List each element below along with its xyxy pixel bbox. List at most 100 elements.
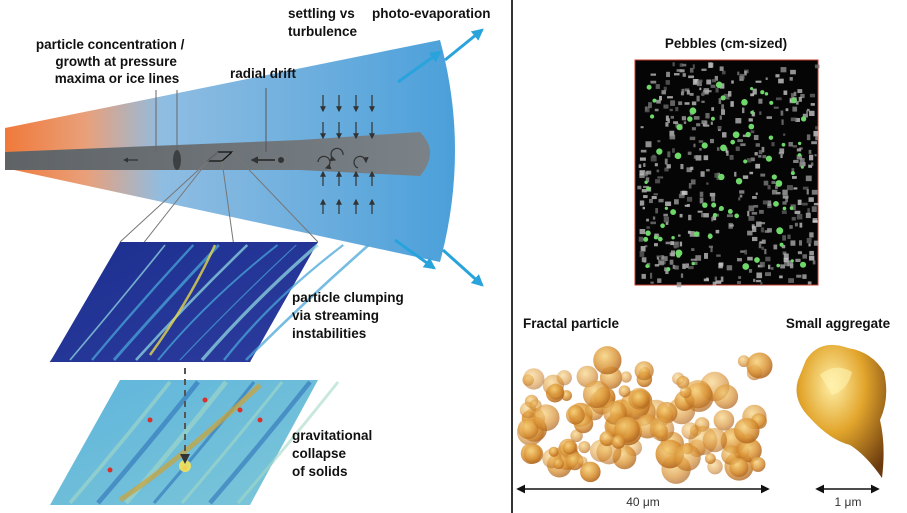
texture-grain bbox=[670, 241, 675, 246]
texture-grain bbox=[711, 79, 717, 83]
texture-grain bbox=[782, 189, 788, 196]
texture-grain bbox=[645, 177, 650, 183]
texture-grain bbox=[678, 234, 681, 237]
texture-grain bbox=[644, 245, 648, 248]
texture-grain bbox=[654, 243, 658, 247]
texture-grain bbox=[714, 173, 719, 178]
pebble bbox=[750, 110, 754, 115]
texture-grain bbox=[679, 213, 683, 218]
texture-grain bbox=[781, 119, 784, 125]
texture-grain bbox=[642, 206, 645, 210]
label-line: settling vs bbox=[288, 6, 355, 21]
collapse-filaments bbox=[68, 380, 340, 505]
texture-grain bbox=[765, 272, 771, 277]
texture-grain bbox=[669, 130, 675, 137]
texture-grain bbox=[650, 281, 654, 284]
texture-grain bbox=[691, 248, 695, 251]
texture-grain bbox=[684, 204, 688, 207]
texture-grain bbox=[693, 143, 696, 148]
monomer bbox=[679, 386, 692, 399]
monomer bbox=[578, 440, 591, 454]
monomer bbox=[681, 422, 699, 440]
texture-grain bbox=[688, 214, 692, 221]
texture-grain bbox=[670, 115, 674, 119]
texture-grain bbox=[799, 222, 803, 228]
texture-grain bbox=[806, 108, 810, 112]
monomer bbox=[593, 346, 622, 375]
texture-grain bbox=[681, 88, 685, 94]
pebble bbox=[656, 148, 663, 155]
texture-grain bbox=[756, 272, 763, 279]
texture-grain bbox=[747, 210, 750, 217]
texture-grain bbox=[640, 246, 646, 252]
texture-grain bbox=[797, 199, 802, 206]
texture-grain bbox=[780, 154, 783, 159]
texture-grain bbox=[701, 91, 705, 97]
texture-grain bbox=[720, 276, 724, 282]
pebble bbox=[691, 261, 695, 266]
texture-grain bbox=[759, 261, 765, 268]
monomer bbox=[618, 385, 631, 398]
texture-grain bbox=[751, 112, 756, 117]
pebble bbox=[775, 180, 783, 187]
texture-grain bbox=[669, 134, 676, 140]
texture-grain bbox=[654, 264, 660, 267]
filament bbox=[180, 381, 284, 504]
texture-grain bbox=[753, 134, 759, 141]
texture-grain bbox=[706, 182, 709, 185]
texture-grain bbox=[681, 116, 687, 121]
clumping-label: particle clumping via streaming instabil… bbox=[292, 290, 408, 341]
texture-grain bbox=[692, 79, 699, 85]
label-line: instabilities bbox=[292, 326, 366, 341]
monomer bbox=[611, 435, 626, 449]
texture-grain bbox=[711, 196, 716, 202]
texture-grain bbox=[755, 80, 762, 83]
texture-grain bbox=[768, 264, 771, 270]
label-line: via streaming bbox=[292, 308, 379, 323]
texture-grain bbox=[675, 106, 679, 112]
texture-grain bbox=[725, 147, 728, 153]
texture-grain bbox=[704, 120, 708, 127]
texture-grain bbox=[696, 81, 702, 87]
texture-grain bbox=[784, 260, 789, 263]
texture-grain bbox=[791, 216, 796, 221]
texture-grain bbox=[703, 155, 709, 161]
texture-grain bbox=[712, 281, 717, 286]
texture-grain bbox=[652, 216, 656, 220]
texture-grain bbox=[686, 167, 692, 173]
texture-grain bbox=[766, 116, 772, 119]
texture-grain bbox=[799, 161, 805, 167]
filament bbox=[135, 244, 249, 361]
texture-grain bbox=[784, 260, 789, 267]
texture-grain bbox=[761, 246, 764, 250]
texture-grain bbox=[788, 142, 793, 147]
monomer bbox=[704, 453, 716, 465]
texture-grain bbox=[696, 123, 701, 127]
texture-grain bbox=[758, 155, 762, 158]
texture-grain bbox=[722, 132, 727, 138]
texture-grain bbox=[650, 221, 657, 225]
pebble bbox=[745, 131, 751, 138]
monomer bbox=[649, 416, 675, 442]
monomer bbox=[673, 444, 701, 472]
texture-grain bbox=[643, 171, 648, 177]
texture-grain bbox=[802, 113, 808, 118]
filament bbox=[245, 244, 370, 361]
texture-grain bbox=[685, 263, 690, 269]
label-line: of solids bbox=[292, 464, 348, 479]
texture-grain bbox=[790, 204, 796, 211]
texture-grain bbox=[799, 158, 805, 163]
eddy bbox=[353, 155, 369, 169]
fractal-image bbox=[516, 346, 773, 484]
texture-grain bbox=[796, 214, 803, 220]
texture-grain bbox=[737, 258, 742, 262]
texture-grain bbox=[666, 71, 670, 78]
filament bbox=[200, 243, 319, 362]
texture-grain bbox=[795, 101, 799, 105]
pebble bbox=[652, 98, 657, 103]
texture-grain bbox=[750, 157, 755, 162]
texture-grain bbox=[655, 84, 660, 89]
texture-grain bbox=[806, 110, 809, 115]
texture-grain bbox=[736, 281, 742, 285]
texture-grain bbox=[815, 136, 818, 141]
